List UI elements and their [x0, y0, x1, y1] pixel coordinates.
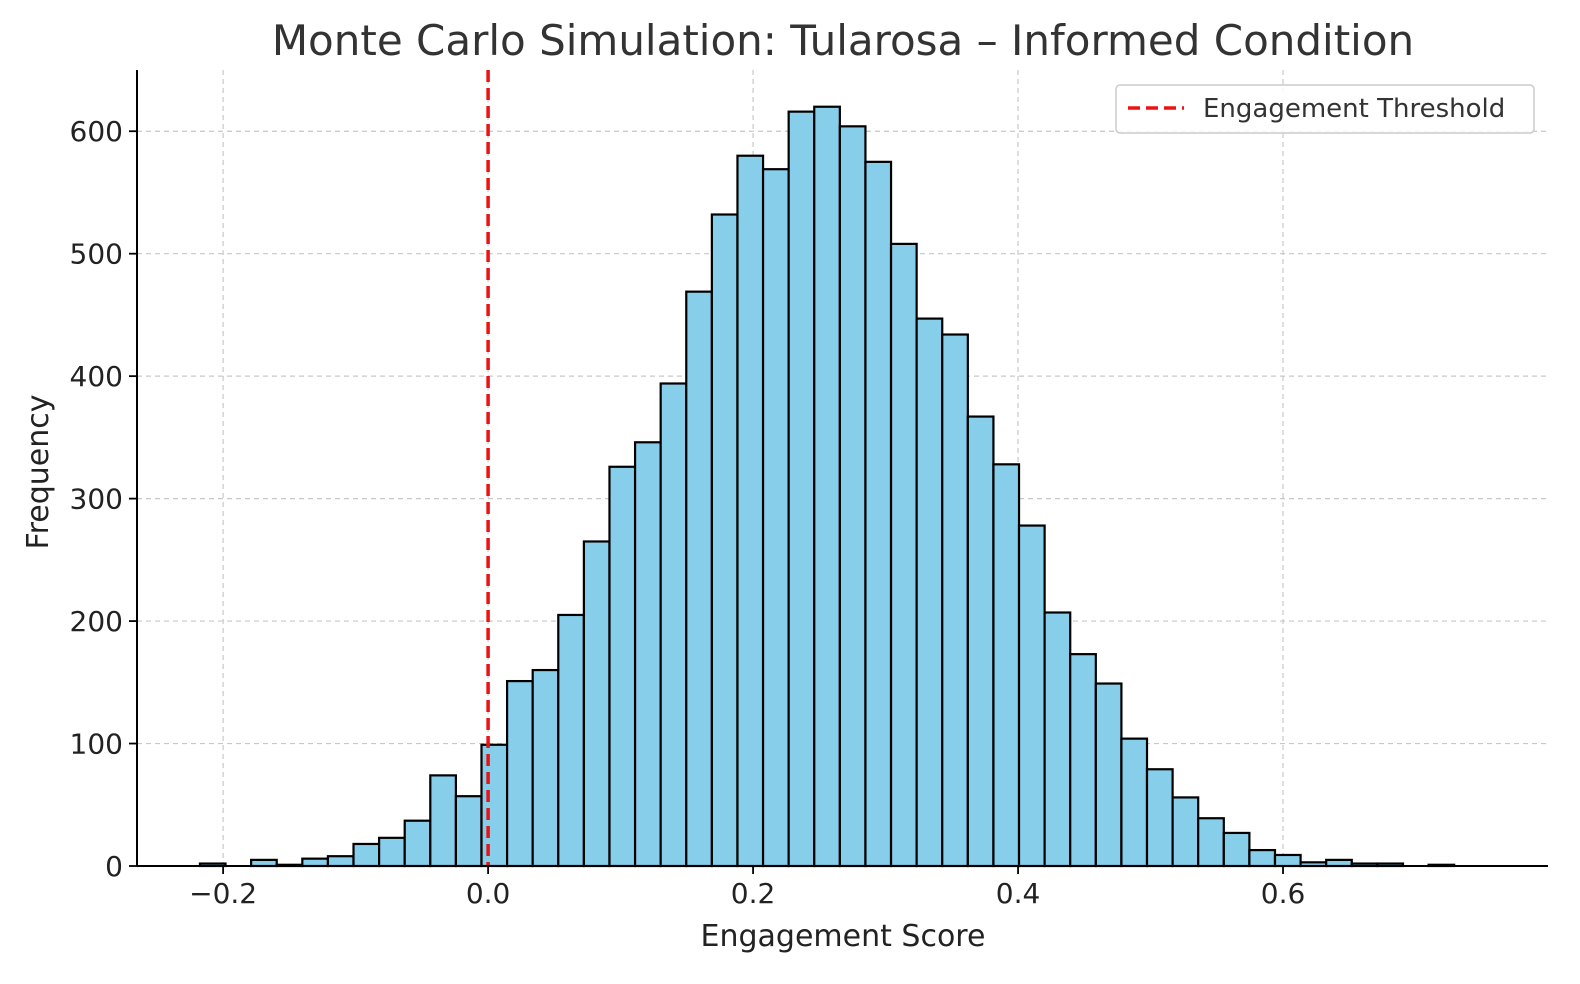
histogram-bar	[1273, 853, 1302, 868]
histogram-bar	[710, 213, 739, 868]
histogram-bar	[505, 679, 534, 868]
x-axis-label: Engagement Score	[701, 919, 986, 954]
histogram-bar	[1069, 653, 1097, 868]
histogram-bar	[1248, 848, 1277, 868]
histogram-bar	[813, 105, 841, 868]
histogram-bar	[1043, 611, 1072, 868]
histogram-bar	[633, 441, 662, 868]
histogram-bar	[685, 290, 713, 868]
histogram-bar	[1120, 737, 1149, 868]
histogram-bar	[326, 855, 355, 868]
histogram-bar	[864, 160, 893, 868]
x-tick-label: 0.6	[1261, 877, 1306, 910]
legend: Engagement Threshold	[1115, 84, 1535, 134]
axes-layer	[136, 70, 1548, 867]
y-tick-label: 600	[70, 115, 123, 148]
x-tick-label: 0.0	[466, 877, 511, 910]
histogram-bar	[480, 743, 509, 868]
x-tick-label: 0.2	[731, 877, 776, 910]
histogram-bar	[454, 795, 483, 868]
histogram-bar	[557, 613, 585, 868]
x-tick-label: 0.4	[996, 877, 1041, 910]
y-tick-label: 200	[70, 605, 123, 638]
histogram-bar	[992, 463, 1021, 868]
y-axis-label: Frequency	[21, 395, 56, 550]
histogram-bar	[352, 842, 381, 868]
histogram-bar	[889, 242, 918, 868]
histogram-bar	[761, 168, 790, 868]
legend-threshold-label: Engagement Threshold	[1203, 94, 1505, 124]
histogram-bar	[582, 540, 611, 868]
histogram-bar	[403, 819, 432, 868]
legend-box	[1115, 84, 1535, 134]
chart-title: Monte Carlo Simulation: Tularosa – Infor…	[272, 16, 1414, 65]
y-tick-label: 0	[105, 850, 123, 883]
y-tick-label: 500	[70, 238, 123, 271]
histogram-bar	[659, 382, 688, 868]
histogram-bar	[941, 333, 969, 868]
histogram-bar	[1197, 817, 1225, 868]
histogram-bar	[1171, 796, 1200, 868]
histogram-bar	[1222, 831, 1251, 868]
histogram-bar	[531, 668, 560, 868]
histogram-bar	[301, 857, 330, 868]
histogram-bar	[429, 774, 457, 868]
histogram-bar	[787, 110, 816, 868]
y-tick-label: 400	[70, 360, 123, 393]
histogram-bar	[736, 154, 765, 868]
y-tick-label: 300	[70, 483, 123, 516]
histogram-bar	[1145, 768, 1174, 868]
histogram-bar	[838, 125, 867, 868]
histogram-bar	[1017, 524, 1046, 868]
histogram-bar	[1094, 682, 1123, 868]
x-tick-label: −0.2	[189, 877, 257, 910]
histogram-bar	[966, 415, 995, 868]
ticks-layer: −0.2 0.0 0.2 0.4 0.6 0 100 200 300 400 500 600	[70, 115, 1306, 910]
histogram-bar	[378, 836, 406, 868]
bars-layer	[198, 105, 1456, 868]
y-tick-label: 100	[70, 728, 123, 761]
histogram-bar	[608, 465, 637, 868]
histogram-bar	[915, 317, 944, 868]
